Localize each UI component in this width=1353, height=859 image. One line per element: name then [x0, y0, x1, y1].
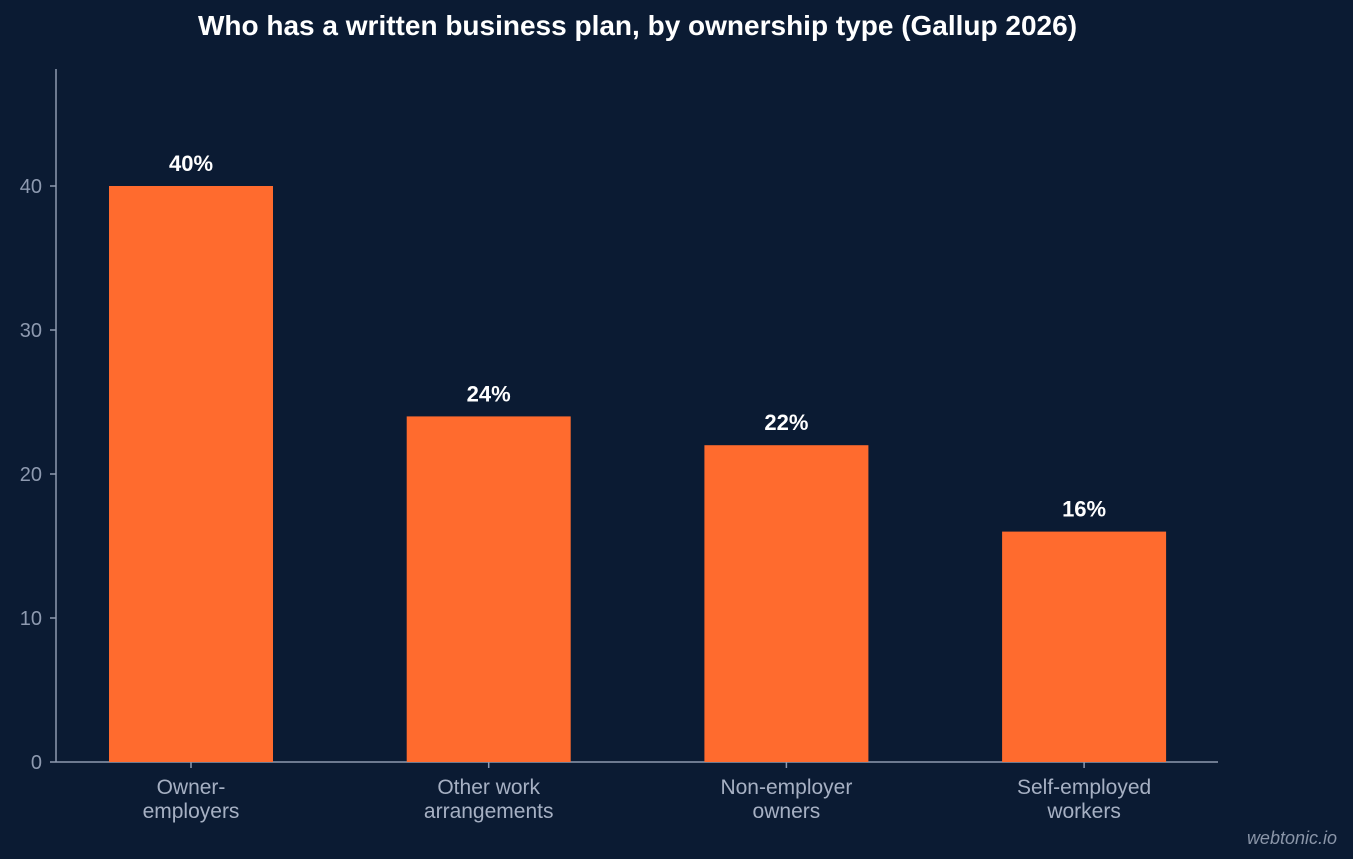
y-tick-label: 0	[31, 752, 42, 774]
bar	[1002, 531, 1167, 762]
x-tick-label: Self-employed	[1017, 776, 1151, 799]
chart-title: Who has a written business plan, by owne…	[197, 10, 1078, 41]
bar	[406, 416, 571, 762]
x-tick-label: arrangements	[424, 800, 554, 823]
x-tick-label: Other work	[437, 776, 540, 799]
x-tick-label: owners	[753, 800, 821, 823]
data-label: 24%	[467, 381, 511, 406]
y-tick-label: 20	[20, 464, 42, 486]
y-tick-label: 30	[20, 320, 42, 342]
bar	[704, 445, 869, 762]
x-tick-label: workers	[1046, 800, 1121, 823]
data-label: 22%	[764, 410, 808, 435]
bar	[109, 186, 273, 762]
data-label: 40%	[169, 151, 213, 176]
data-label: 16%	[1062, 497, 1106, 522]
y-tick-label: 10	[20, 608, 42, 630]
x-tick-label: Owner-	[157, 776, 226, 799]
x-tick-label: Non-employer	[720, 776, 852, 799]
x-tick-label: employers	[143, 800, 240, 823]
y-tick-label: 40	[20, 176, 42, 198]
watermark: webtonic.io	[1246, 828, 1337, 848]
